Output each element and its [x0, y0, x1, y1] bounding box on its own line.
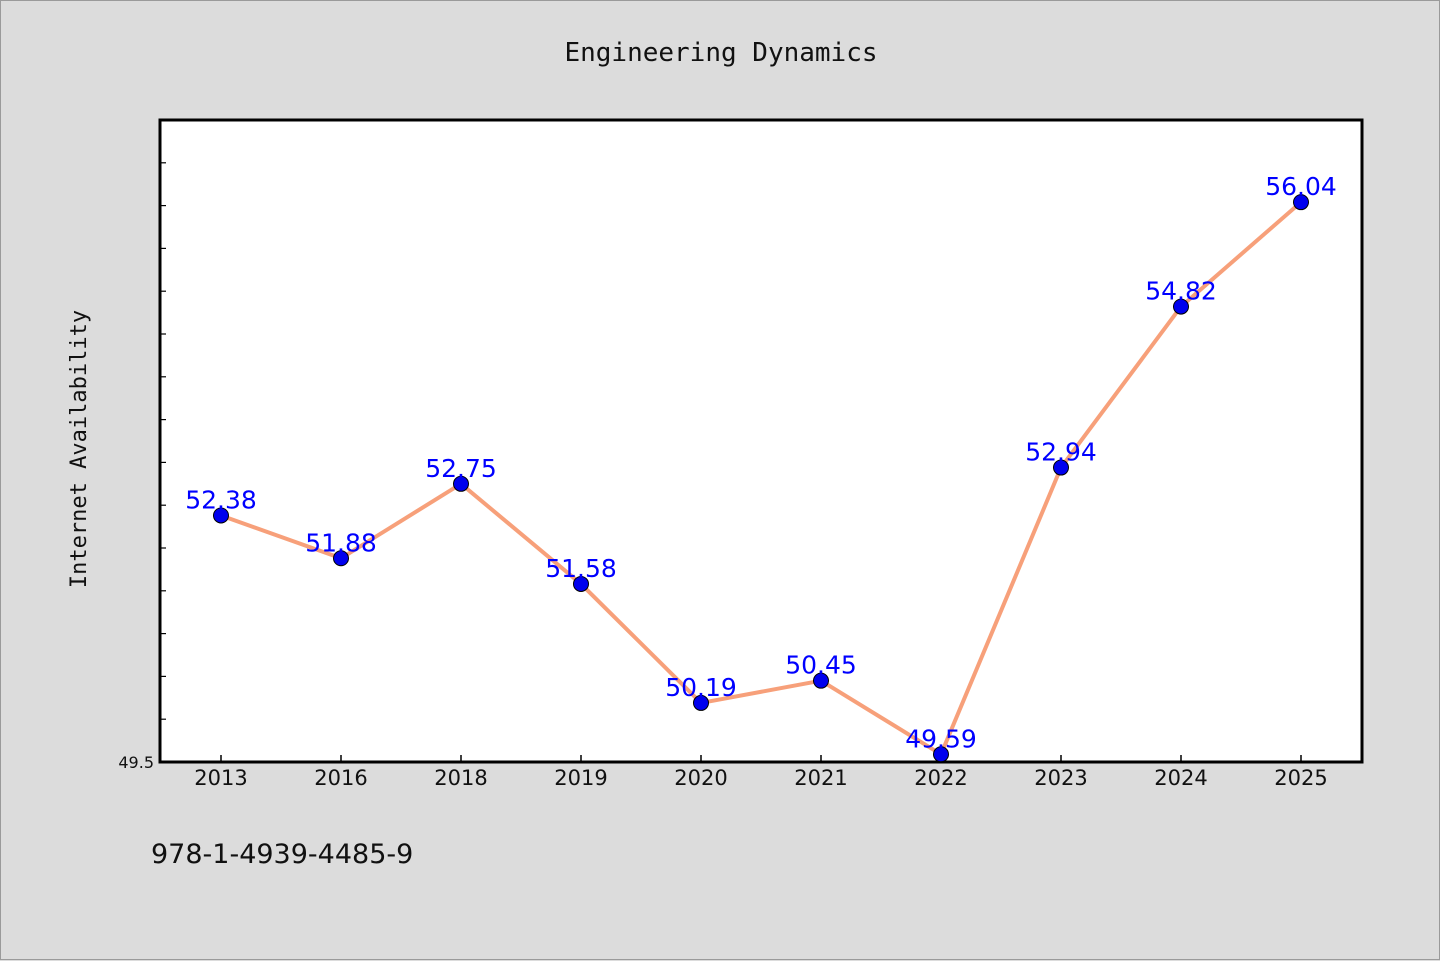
data-point: [213, 507, 229, 524]
data-label: 49.59: [905, 724, 977, 753]
data-label: 52.94: [1025, 438, 1097, 467]
x-tick-label: 2024: [1154, 766, 1207, 790]
data-label: 51.88: [305, 528, 377, 557]
data-point: [1173, 298, 1189, 315]
y-axis-label: Internet Availability: [67, 310, 92, 588]
data-label: 52.75: [425, 454, 497, 483]
data-point: [573, 575, 589, 592]
x-tick-label: 2025: [1274, 766, 1327, 790]
x-tick-label: 2022: [914, 766, 967, 790]
x-tick-label: 2021: [794, 766, 847, 790]
data-labels: 52.38 51.88 52.75 51.58 50.19 50.45 49.59 52.94…: [185, 172, 1337, 753]
data-label: 50.45: [785, 651, 857, 680]
data-point: [1293, 194, 1309, 211]
data-point: [1053, 459, 1069, 476]
data-label: 51.58: [545, 554, 617, 583]
data-point: [693, 694, 709, 711]
data-point: [333, 550, 349, 567]
x-tick-label: 2013: [194, 766, 247, 790]
x-tick-label: 2018: [434, 766, 487, 790]
x-tick-label: 2019: [554, 766, 607, 790]
x-tick-label: 2016: [314, 766, 367, 790]
isbn-footer: 978-1-4939-4485-9: [151, 839, 413, 870]
data-point: [813, 672, 829, 689]
data-label: 50.19: [665, 673, 737, 702]
x-tick-label: 2023: [1034, 766, 1087, 790]
x-axis-ticks: 2013 2016 2018 2019 2020 2021 2022 2023 2024 2025: [194, 755, 1328, 790]
y-tick-label: 49.5: [118, 753, 154, 772]
data-label: 56.04: [1265, 172, 1337, 201]
x-tick-label: 2020: [674, 766, 727, 790]
series-line: [220, 200, 1303, 757]
plot-area: [158, 118, 1364, 764]
y-axis-ticks: 49.5: [118, 753, 154, 772]
chart-title: Engineering Dynamics: [564, 38, 877, 68]
series-markers: [213, 194, 1309, 763]
data-label: 54.82: [1145, 277, 1217, 306]
data-point: [453, 475, 469, 492]
data-point: [933, 746, 949, 763]
data-label: 52.38: [185, 485, 257, 514]
y-minor-ticks: [160, 119, 166, 763]
